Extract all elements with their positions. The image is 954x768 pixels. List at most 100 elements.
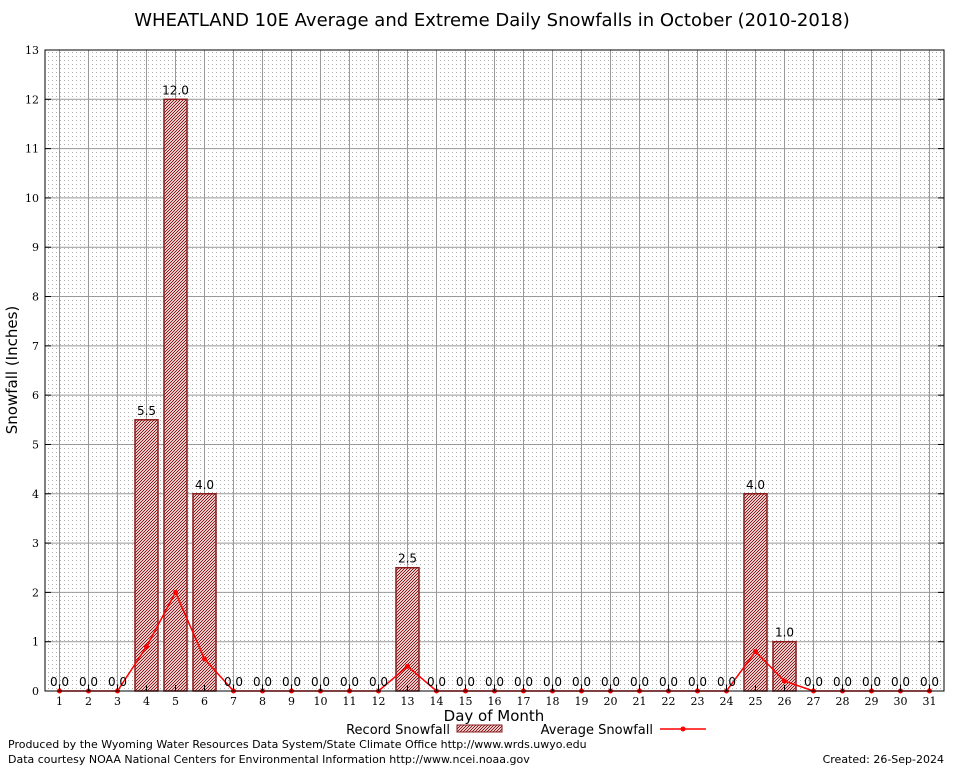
bar-value-label: 0.0 [282, 675, 301, 689]
bar-value-label: 5.5 [137, 404, 156, 418]
x-tick-label: 26 [778, 695, 792, 708]
y-tick-label: 7 [32, 340, 39, 353]
y-axis-label: Snowfall (Inches) [3, 306, 21, 434]
y-tick-label: 13 [25, 44, 39, 57]
x-tick-label: 25 [749, 695, 763, 708]
bar-value-label: 12.0 [162, 83, 189, 97]
x-tick-label: 16 [488, 695, 502, 708]
bar-value-label: 0.0 [862, 675, 881, 689]
x-tick-label: 3 [114, 695, 121, 708]
x-axis-label: Day of Month [444, 707, 545, 725]
x-tick-label: 18 [546, 695, 560, 708]
data-labels: 0.0 0.0 0.0 5.5 12.0 4.0 0.0 0.0 0.0 0.0 0.0 0.0 2.5… [50, 83, 939, 689]
x-tick-label: 14 [430, 695, 444, 708]
x-tick-label: 20 [604, 695, 618, 708]
average-point [405, 663, 410, 669]
x-tick-label: 6 [201, 695, 208, 708]
legend-record-label: Record Snowfall [346, 723, 450, 738]
y-tick-label: 1 [32, 636, 39, 649]
y-tick-label: 5 [32, 438, 39, 451]
bar-value-label: 0.0 [224, 675, 243, 689]
bar-value-label: 0.0 [601, 675, 620, 689]
record-bar [134, 419, 159, 692]
record-snowfall-bars [134, 98, 797, 692]
x-tick-label: 8 [259, 695, 266, 708]
y-tick-label: 2 [32, 586, 39, 599]
x-tick-label: 10 [314, 695, 328, 708]
bar-value-label: 0.0 [79, 675, 98, 689]
x-tick-label: 30 [894, 695, 908, 708]
x-tick-label: 27 [807, 695, 821, 708]
bar-value-label: 0.0 [485, 675, 504, 689]
bar-value-label: 0.0 [659, 675, 678, 689]
x-tick-label: 19 [575, 695, 589, 708]
x-tick-label: 1 [56, 695, 63, 708]
bar-value-label: 0.0 [572, 675, 591, 689]
x-tick-label: 31 [923, 695, 937, 708]
y-tick-label: 10 [25, 192, 39, 205]
bar-value-label: 0.0 [50, 675, 69, 689]
x-tick-label: 9 [288, 695, 295, 708]
bar-value-label: 0.0 [456, 675, 475, 689]
average-point [782, 678, 787, 684]
footer-produced-by: Produced by the Wyoming Water Resources … [8, 738, 587, 751]
bar-value-label: 0.0 [311, 675, 330, 689]
bar-value-label: 2.5 [398, 552, 417, 566]
x-axis-ticks: 1 2 3 4 5 6 7 8 9 10 11 12 13 14 15 16 17 18 19 20 21 22 23 24 2… [56, 685, 937, 708]
y-tick-label: 12 [25, 93, 39, 106]
y-tick-label: 9 [32, 241, 39, 254]
legend-average-marker [680, 726, 686, 732]
y-tick-label: 3 [32, 537, 39, 550]
x-tick-label: 21 [633, 695, 647, 708]
x-tick-label: 29 [865, 695, 879, 708]
x-tick-label: 22 [662, 695, 676, 708]
legend-record-swatch [456, 724, 503, 733]
bar-value-label: 4.0 [746, 478, 765, 492]
bar-value-label: 0.0 [340, 675, 359, 689]
average-point [144, 644, 149, 650]
bar-value-label: 0.0 [543, 675, 562, 689]
footer-data-courtesy: Data courtesy NOAA National Centers for … [8, 753, 530, 766]
y-tick-label: 6 [32, 389, 39, 402]
x-tick-label: 17 [517, 695, 531, 708]
x-tick-label: 7 [230, 695, 237, 708]
y-tick-label: 11 [25, 143, 39, 156]
bar-value-label: 0.0 [833, 675, 852, 689]
average-point [173, 589, 178, 595]
x-tick-label: 15 [459, 695, 473, 708]
x-tick-label: 23 [691, 695, 705, 708]
bar-value-label: 0.0 [920, 675, 939, 689]
bar-value-label: 1.0 [775, 626, 794, 640]
bar-value-label: 0.0 [630, 675, 649, 689]
x-tick-label: 13 [401, 695, 415, 708]
bar-value-label: 0.0 [717, 675, 736, 689]
bar-value-label: 0.0 [891, 675, 910, 689]
bar-value-label: 0.0 [804, 675, 823, 689]
bar-value-label: 4.0 [195, 478, 214, 492]
x-tick-label: 5 [172, 695, 179, 708]
y-tick-label: 4 [32, 488, 39, 501]
average-point [202, 656, 207, 662]
bar-value-label: 0.0 [427, 675, 446, 689]
bar-value-label: 0.0 [253, 675, 272, 689]
legend: Record Snowfall Average Snowfall [346, 723, 706, 738]
record-bar [163, 98, 188, 692]
x-tick-label: 28 [836, 695, 850, 708]
footer-created: Created: 26-Sep-2024 [823, 753, 944, 766]
legend-average-label: Average Snowfall [541, 723, 653, 738]
x-tick-label: 11 [343, 695, 357, 708]
y-tick-label: 8 [32, 291, 39, 304]
chart-title: WHEATLAND 10E Average and Extreme Daily … [134, 10, 849, 31]
x-tick-label: 2 [85, 695, 92, 708]
bar-value-label: 0.0 [688, 675, 707, 689]
x-tick-label: 24 [720, 695, 734, 708]
bar-value-label: 0.0 [514, 675, 533, 689]
x-tick-label: 4 [143, 695, 150, 708]
y-tick-label: 0 [32, 685, 39, 698]
bar-value-label: 0.0 [369, 675, 388, 689]
x-tick-label: 12 [372, 695, 386, 708]
bar-value-label: 0.0 [108, 675, 127, 689]
average-point [753, 649, 758, 655]
